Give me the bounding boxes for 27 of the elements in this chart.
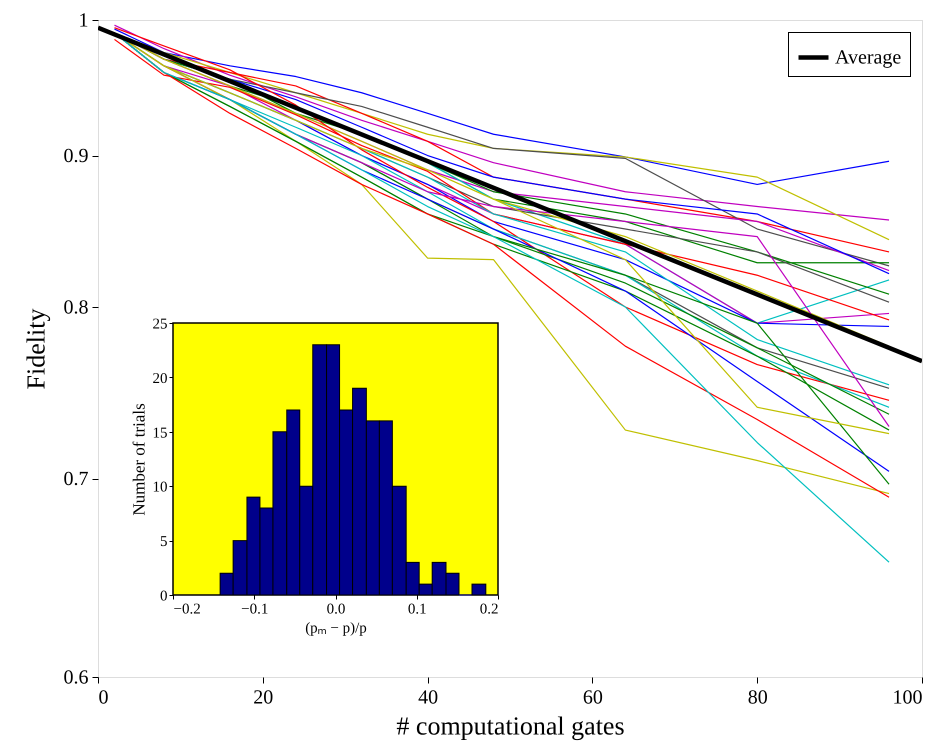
y-axis-title: Number of trials xyxy=(130,403,148,516)
x-tick-label: 0.2 xyxy=(480,602,498,618)
y-tick-label: 0.9 xyxy=(64,145,88,168)
x-tick-label: 0.0 xyxy=(326,602,346,618)
y-tick-label: 0.6 xyxy=(64,666,88,688)
y-tick-label: 10 xyxy=(152,480,168,496)
x-tick-label: −0.2 xyxy=(174,602,201,618)
x-tick-label: 20 xyxy=(253,686,274,708)
y-tick-label: 0.7 xyxy=(64,468,88,490)
x-tick-label: 100 xyxy=(892,686,922,708)
x-tick-label: −0.1 xyxy=(241,602,268,618)
y-tick-label: 5 xyxy=(160,534,168,550)
x-tick-label: 60 xyxy=(582,686,603,708)
x-axis-title: # computational gates xyxy=(396,712,625,740)
y-tick-label: 15 xyxy=(152,425,168,442)
y-tick-label: 0 xyxy=(160,588,168,604)
x-tick-label: 80 xyxy=(748,686,768,708)
y-tick-label: 1 xyxy=(78,10,88,32)
y-tick-label: 20 xyxy=(152,370,168,387)
y-tick-label: 0.8 xyxy=(64,296,88,318)
y-axis-title: Fidelity xyxy=(22,308,50,390)
legend-label: Average xyxy=(835,46,902,68)
x-axis-title: (pₘ − p)/p xyxy=(305,620,367,636)
x-tick-label: 0 xyxy=(98,686,108,708)
x-tick-label: 40 xyxy=(418,686,438,708)
x-tick-label: 0.1 xyxy=(408,602,427,618)
y-tick-label: 25 xyxy=(152,316,168,332)
